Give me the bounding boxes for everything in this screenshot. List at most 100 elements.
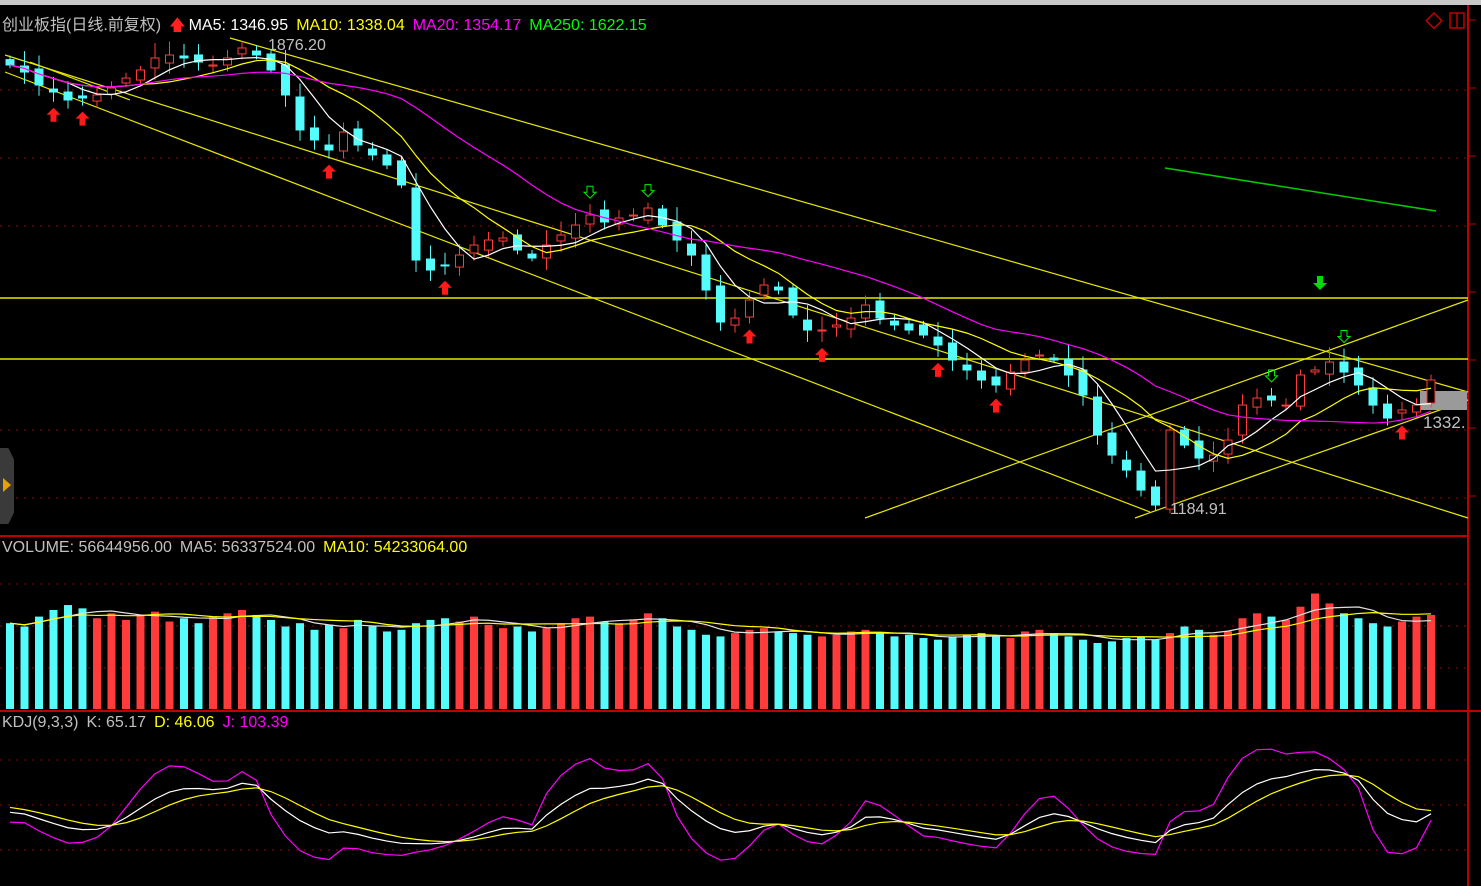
candle: [832, 312, 841, 337]
candle-body: [556, 234, 566, 242]
candle-body: [759, 284, 769, 296]
candle-body: [237, 47, 247, 55]
candle: [1093, 384, 1102, 445]
candle: [658, 204, 667, 229]
candle-body: [1383, 403, 1392, 419]
candle-body: [1151, 486, 1160, 506]
volume-bar: [586, 616, 594, 709]
volume-bar: [542, 628, 551, 709]
volume-bar: [1006, 638, 1015, 709]
expand-panel-handle[interactable]: [0, 448, 14, 524]
candle: [281, 50, 290, 107]
candle: [295, 83, 305, 141]
ma10-value: MA10: 1338.04: [296, 17, 405, 34]
volume-bar: [484, 624, 493, 709]
volume-bar: [1079, 639, 1087, 709]
low-price-label: 1184.91: [1170, 501, 1227, 518]
volume-bar: [1151, 639, 1160, 709]
volume-bar: [78, 608, 87, 709]
candle-body: [1325, 361, 1334, 375]
volume-bar: [1354, 618, 1363, 709]
candle: [803, 305, 812, 342]
candle: [977, 360, 986, 389]
candle-body: [730, 317, 740, 326]
volume-bar: [223, 613, 232, 709]
candle: [759, 278, 769, 301]
d-value: D: 46.06: [154, 714, 215, 731]
volume-bar: [789, 633, 797, 709]
volume-bar: [1267, 616, 1276, 709]
candle-body: [498, 237, 508, 242]
candle-body: [1020, 359, 1030, 373]
candle-body: [78, 95, 87, 99]
volume-bar: [629, 619, 638, 709]
volume-bar: [281, 626, 290, 709]
candle: [585, 204, 595, 233]
candle-body: [1180, 429, 1189, 446]
trend-line: [1134, 399, 1469, 519]
candle: [136, 65, 145, 84]
candle: [1194, 426, 1204, 470]
candle-body: [150, 57, 160, 69]
candle: [643, 202, 653, 225]
ma20-line: [9, 64, 1432, 424]
volume-bar: [673, 626, 681, 709]
candle: [1006, 363, 1015, 396]
sell-signal-arrow-icon: [1336, 330, 1352, 344]
candle-body: [962, 364, 972, 371]
price-panel-header: 创业板指(日线.前复权) 🡅 MA5: 1346.95 MA10: 1338.04 MA…: [2, 11, 655, 41]
ma250-line: [1164, 167, 1437, 212]
volume-bar: [499, 628, 507, 709]
candle: [1383, 394, 1392, 426]
window-top-bar: [0, 0, 1481, 5]
kdj-name: KDJ(9,3,3): [2, 714, 79, 731]
volume-bar: [136, 614, 145, 709]
candle-body: [1252, 397, 1262, 408]
candle: [716, 275, 725, 331]
candle-body: [774, 286, 783, 291]
candle: [237, 41, 247, 60]
candle: [1151, 480, 1160, 511]
volume-bar: [1340, 613, 1348, 709]
volume-bar: [890, 636, 899, 709]
volume-bar: [513, 626, 522, 709]
volume-bar: [1195, 629, 1203, 709]
candle: [440, 252, 450, 275]
volume-bar: [1311, 593, 1319, 709]
candle: [1180, 426, 1189, 449]
volume-bar: [905, 634, 913, 709]
trend-line: [4, 71, 1151, 513]
candle: [426, 245, 435, 281]
candle: [1354, 355, 1363, 395]
candle: [513, 229, 522, 255]
candle: [1325, 347, 1334, 386]
candle-body: [1397, 409, 1407, 414]
volume-bar: [310, 629, 319, 709]
buy-signal-arrow-icon: [989, 398, 1003, 413]
volume-bar: [209, 616, 217, 709]
volume-bar: [267, 619, 275, 709]
candle-body: [643, 207, 653, 221]
candle: [165, 41, 174, 74]
volume-bar: [760, 628, 768, 709]
volume-bar: [528, 631, 536, 709]
candle: [1368, 377, 1378, 414]
volume-bar: [876, 633, 884, 709]
candle-body: [1093, 396, 1102, 436]
candle-body: [397, 160, 406, 186]
candle-body: [1049, 357, 1059, 361]
volume-bar: [339, 628, 348, 709]
candle: [730, 308, 740, 333]
candle: [1252, 388, 1262, 415]
candle-body: [629, 214, 638, 217]
current-price-label: 1332.: [1423, 413, 1466, 432]
candle: [194, 44, 203, 71]
volume-bar: [934, 639, 942, 709]
candle-body: [919, 324, 928, 336]
candle: [397, 156, 406, 189]
candle: [1238, 394, 1247, 444]
volume-bar: [1137, 636, 1145, 709]
candle-body: [745, 299, 754, 318]
volume-bar: [803, 634, 812, 709]
